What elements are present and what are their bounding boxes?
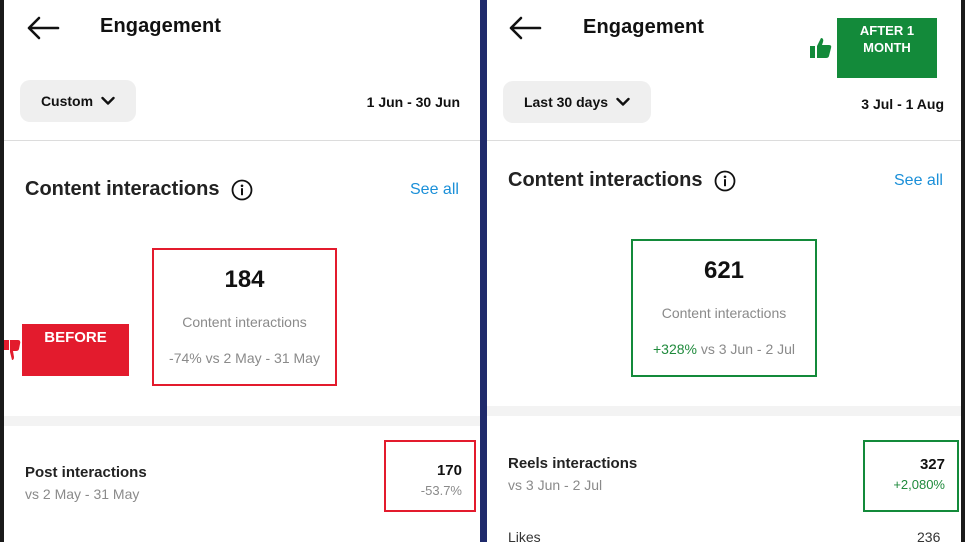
right-edge — [961, 0, 965, 542]
stat-comparison: +328% vs 3 Jun - 2 Jul — [653, 341, 795, 357]
chevron-down-icon — [101, 96, 115, 105]
after-panel: Engagement Last 30 days 3 Jul - 1 Aug Co… — [487, 0, 961, 542]
panel-divider — [480, 0, 487, 542]
section-gap — [487, 406, 961, 416]
section-title-text: Content interactions — [508, 169, 703, 191]
arrow-left-icon — [509, 16, 542, 40]
thumbs-down-icon — [4, 340, 21, 360]
divider — [4, 140, 480, 141]
arrow-left-icon — [27, 16, 60, 40]
date-range-text: 1 Jun - 30 Jun — [366, 94, 460, 110]
date-range-dropdown[interactable]: Last 30 days — [503, 81, 651, 123]
see-all-link[interactable]: See all — [410, 181, 459, 198]
before-panel: Engagement Custom 1 Jun - 30 Jun Content… — [4, 0, 480, 542]
before-badge: BEFORE — [22, 324, 129, 376]
post-interactions-value: 170 -53.7% — [384, 440, 476, 512]
stat-label: Content interactions — [661, 305, 787, 321]
info-icon[interactable] — [714, 170, 736, 192]
date-range-text: 3 Jul - 1 Aug — [861, 96, 944, 112]
page-title: Engagement — [100, 15, 222, 37]
likes-value: 236 — [917, 529, 941, 542]
after-badge-line1: AFTER 1 — [859, 23, 915, 38]
before-badge-text: BEFORE — [44, 329, 107, 346]
row-change: -53.7% — [420, 483, 462, 498]
content-interactions-stat: 621 Content interactions +328% vs 3 Jun … — [631, 239, 817, 377]
section-title: Content interactions — [508, 169, 736, 192]
section-title-text: Content interactions — [25, 178, 220, 200]
thumbs-up-icon — [810, 38, 832, 58]
content-interactions-stat: 184 Content interactions -74% vs 2 May -… — [152, 248, 337, 386]
divider — [487, 140, 961, 141]
back-button[interactable] — [508, 16, 542, 40]
row-title: Post interactions — [25, 464, 147, 481]
row-change: +2,080% — [893, 477, 945, 492]
page-title: Engagement — [583, 16, 705, 38]
stat-comparison: -74% vs 2 May - 31 May — [169, 350, 320, 366]
date-range-label: Custom — [40, 93, 94, 109]
info-icon[interactable] — [231, 179, 253, 201]
section-title: Content interactions — [25, 178, 253, 201]
date-range-dropdown[interactable]: Custom — [20, 80, 136, 122]
stat-change: +328% — [652, 341, 697, 357]
row-value: 327 — [919, 456, 945, 473]
date-range-label: Last 30 days — [523, 94, 609, 110]
stat-label: Content interactions — [182, 314, 307, 330]
chevron-down-icon — [616, 97, 630, 106]
section-gap — [4, 416, 480, 426]
row-subtitle: vs 2 May - 31 May — [25, 486, 140, 502]
row-title: Reels interactions — [508, 455, 638, 472]
back-button[interactable] — [26, 16, 60, 40]
see-all-link[interactable]: See all — [894, 172, 943, 189]
stat-comparison-period: vs 3 Jun - 2 Jul — [700, 341, 796, 357]
likes-label: Likes — [508, 529, 541, 542]
row-value: 170 — [436, 462, 462, 479]
after-badge-line2: MONTH — [863, 40, 911, 55]
after-badge: AFTER 1 MONTH — [837, 18, 937, 78]
stat-value: 184 — [224, 266, 265, 293]
left-edge — [0, 0, 4, 542]
reels-interactions-value: 327 +2,080% — [863, 440, 959, 512]
stat-value: 621 — [703, 257, 745, 284]
row-subtitle: vs 3 Jun - 2 Jul — [508, 477, 603, 493]
